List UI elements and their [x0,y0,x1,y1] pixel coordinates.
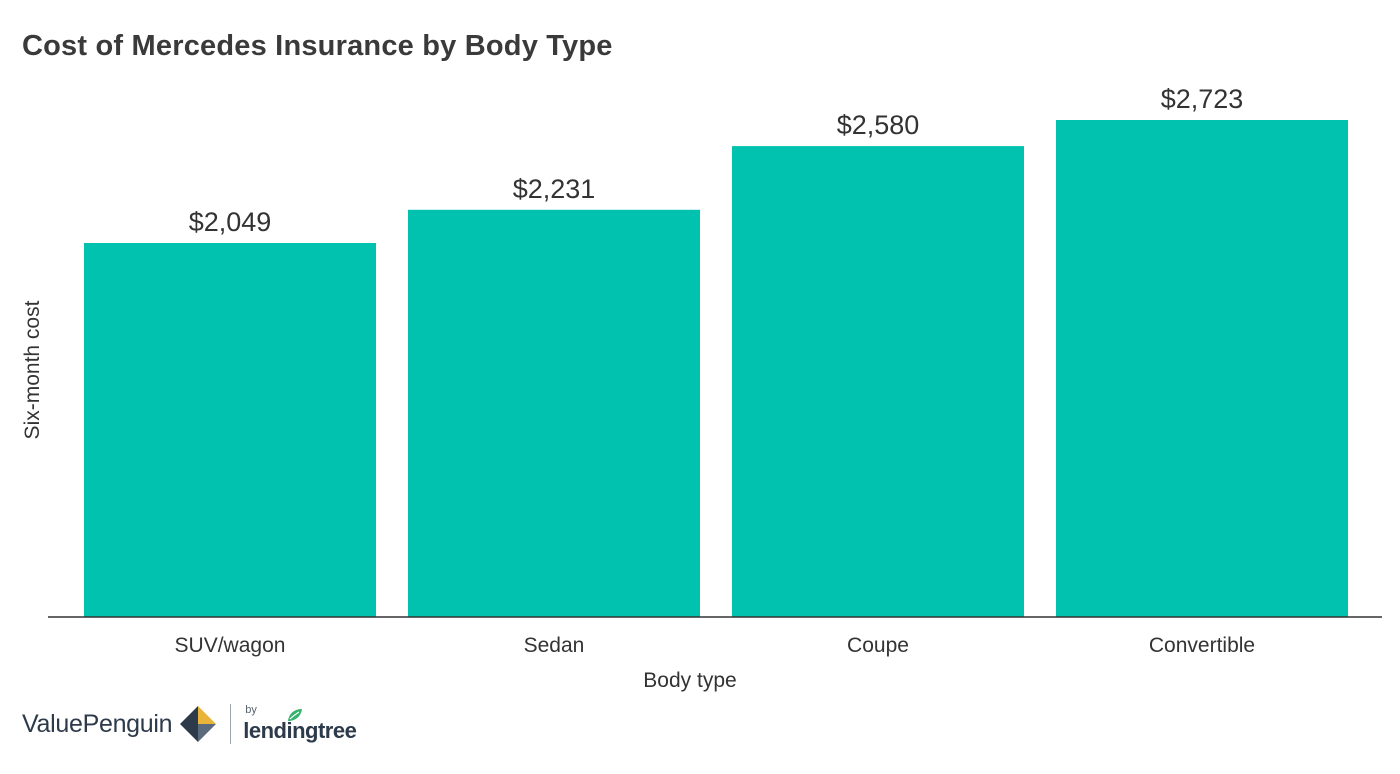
lendingtree-leaf-icon [288,709,303,721]
x-tick-label: Sedan [524,634,585,657]
x-tick-label: Convertible [1149,634,1255,657]
bar-convertible [1056,120,1348,617]
bars-layer: $2,049 $2,231 $2,580 $2,723 [84,84,1348,618]
x-axis-title: Body type [643,669,736,692]
lendingtree-logo: by lendingtree [243,702,373,746]
chart-title: Cost of Mercedes Insurance by Body Type [22,30,613,62]
lendingtree-wordmark: lendingtree [243,718,357,743]
bar-value-label: $2,049 [189,207,272,237]
x-tick-label: SUV/wagon [175,634,286,657]
valuepenguin-logo-icon [180,706,217,742]
valuepenguin-wordmark: ValuePenguin [22,709,173,738]
bar-value-label: $2,580 [837,110,920,140]
x-tick-label: Coupe [847,634,909,657]
by-label: by [245,704,257,716]
bar-value-label: $2,231 [513,174,596,204]
bar-coupe [732,146,1024,617]
bar-sedan [408,209,700,618]
bar-chart: $2,049 $2,231 $2,580 $2,723 SUV/wagon Sedan C… [21,84,1382,692]
footer-branding: ValuePenguin by lendingtree [22,702,373,746]
footer-divider [230,704,232,744]
x-tick-labels: SUV/wagon Sedan Coupe Convertible [175,634,1256,657]
bar-value-label: $2,723 [1161,84,1244,114]
y-axis-title: Six-month cost [21,300,44,439]
bar-suv-wagon [84,243,376,617]
